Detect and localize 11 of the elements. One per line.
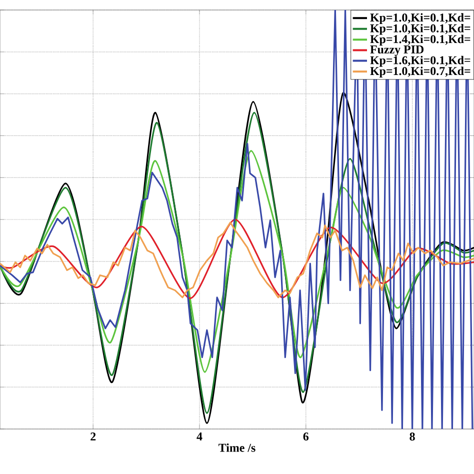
x-axis-title: Time /s	[218, 443, 256, 452]
legend-label: Kp=1.4,Ki=0.1,Kd=	[370, 34, 470, 46]
legend-label: Kp=1.0,Ki=0.7,Kd=	[370, 66, 470, 78]
x-tick-label: 2	[90, 432, 96, 440]
x-tick-label: 6	[303, 432, 309, 441]
legend-label: Kp=1.0,Ki=0.1,Kd=	[370, 24, 470, 35]
x-tick-label: 4	[196, 432, 202, 440]
legend-label: Fuzzy PID	[370, 46, 424, 56]
legend-label: Kp=1.6,Ki=0.1,Kd=	[370, 56, 470, 67]
legend-label: Kp=1.0,Ki=0.1,Kd=	[370, 13, 470, 24]
x-tick-label: 8	[410, 432, 415, 441]
